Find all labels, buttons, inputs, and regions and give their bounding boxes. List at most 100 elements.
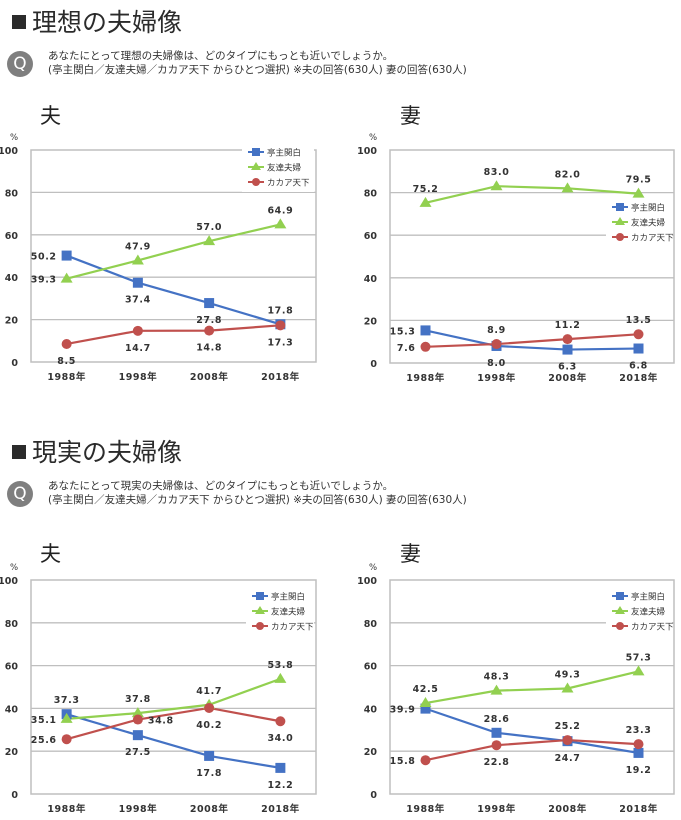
q-badge-icon: Q bbox=[7, 481, 33, 507]
data-label: 82.0 bbox=[555, 169, 581, 180]
x-tick-label: 2018年 bbox=[619, 372, 657, 384]
y-tick-label: 100 bbox=[357, 146, 377, 157]
y-tick-label: 80 bbox=[364, 189, 378, 200]
data-label: 15.8 bbox=[390, 756, 416, 767]
plot-area bbox=[389, 149, 675, 364]
data-point-亭主関白 bbox=[420, 325, 431, 336]
legend-square-icon bbox=[252, 148, 260, 156]
question-line-1: あなたにとって理想の夫婦像は、どのタイプにもっとも近いでしょうか。 bbox=[48, 50, 394, 62]
y-axis-unit-label: % bbox=[10, 133, 18, 143]
legend-label: 友達夫婦 bbox=[631, 218, 666, 229]
data-label: 35.1 bbox=[31, 715, 57, 726]
legend-square-icon bbox=[616, 203, 624, 211]
data-point-友達夫婦 bbox=[490, 684, 503, 695]
data-point-カカア天下 bbox=[132, 325, 143, 336]
question-line-1: あなたにとって現実の夫婦像は、どのタイプにもっとも近いでしょうか。 bbox=[48, 480, 394, 492]
y-tick-label: 20 bbox=[5, 316, 19, 327]
x-tick-label: 2008年 bbox=[190, 371, 228, 383]
data-point-亭主関白 bbox=[562, 344, 573, 355]
y-tick-label: 20 bbox=[5, 747, 19, 758]
data-point-友達夫婦 bbox=[561, 682, 574, 693]
line-chart: 0 20 40 60 80 100% 1988年 1998年 2008年 2018年 39.9 28.… bbox=[357, 563, 675, 815]
section-reality: 現実の夫婦像 Q あなたにとって現実の夫婦像は、どのタイプにもっとも近いでしょう… bbox=[0, 430, 681, 820]
data-label: 28.6 bbox=[484, 714, 510, 725]
data-label: 37.8 bbox=[125, 694, 151, 705]
x-tick-label: 1998年 bbox=[477, 803, 515, 815]
y-tick-label: 0 bbox=[11, 790, 18, 801]
data-label: 41.7 bbox=[196, 686, 222, 697]
legend-triangle-icon bbox=[251, 162, 261, 170]
y-tick-label: 60 bbox=[364, 231, 378, 242]
series-line-カカア天下 bbox=[66, 706, 281, 741]
data-point-カカア天下 bbox=[562, 334, 573, 345]
y-tick-label: 100 bbox=[357, 576, 377, 587]
chart-title: 夫 bbox=[40, 542, 61, 566]
chart-ideal-wife: 妻 0 20 40 60 80 100% 1988年 1998年 2008年 2018年 15.3 8… bbox=[340, 100, 680, 390]
data-label: 14.7 bbox=[125, 343, 151, 354]
data-label: 39.3 bbox=[31, 275, 57, 286]
data-label: 12.2 bbox=[267, 780, 293, 791]
y-tick-label: 60 bbox=[5, 231, 19, 242]
y-tick-label: 60 bbox=[5, 662, 19, 673]
question-text: あなたにとって現実の夫婦像は、どのタイプにもっとも近いでしょうか。 (亭主関白／… bbox=[48, 479, 467, 507]
data-label: 24.7 bbox=[555, 753, 581, 764]
data-label: 11.2 bbox=[555, 320, 581, 331]
y-tick-label: 20 bbox=[364, 747, 378, 758]
data-label: 17.8 bbox=[267, 305, 293, 316]
data-point-友達夫婦 bbox=[490, 180, 503, 191]
data-label: 48.3 bbox=[484, 672, 510, 683]
data-label: 49.3 bbox=[555, 669, 581, 680]
x-tick-label: 1988年 bbox=[47, 803, 85, 815]
legend-label: 友達夫婦 bbox=[271, 607, 306, 618]
data-point-亭主関白 bbox=[275, 762, 286, 773]
y-tick-label: 0 bbox=[11, 358, 18, 369]
q-badge-icon: Q bbox=[7, 51, 33, 77]
x-tick-label: 2008年 bbox=[190, 803, 228, 815]
data-label: 23.3 bbox=[626, 725, 652, 736]
data-point-亭主関白 bbox=[633, 747, 644, 758]
x-tick-label: 2018年 bbox=[261, 371, 299, 383]
data-label: 17.3 bbox=[267, 337, 293, 348]
line-chart: 0 20 40 60 80 100% 1988年 1998年 2008年 2018年 15.3 8.0… bbox=[357, 133, 675, 384]
section-title: 現実の夫婦像 bbox=[12, 433, 182, 469]
x-tick-label: 1998年 bbox=[119, 371, 157, 383]
data-point-亭主関白 bbox=[420, 703, 431, 714]
data-point-カカア天下 bbox=[275, 320, 286, 331]
series-line-友達夫婦 bbox=[425, 185, 639, 204]
y-tick-label: 80 bbox=[5, 619, 19, 630]
legend-triangle-icon bbox=[255, 606, 265, 614]
legend-label: カカア天下 bbox=[271, 623, 314, 633]
data-label: 14.8 bbox=[196, 343, 222, 354]
data-label: 7.6 bbox=[397, 343, 416, 354]
data-label: 17.8 bbox=[196, 768, 222, 779]
data-point-友達夫婦 bbox=[561, 182, 574, 193]
x-tick-label: 2008年 bbox=[548, 372, 586, 384]
question-text: あなたにとって理想の夫婦像は、どのタイプにもっとも近いでしょうか。 (亭主関白／… bbox=[48, 49, 467, 77]
data-label: 79.5 bbox=[626, 175, 652, 186]
data-point-カカア天下 bbox=[491, 740, 502, 751]
section-title-text: 現実の夫婦像 bbox=[32, 438, 183, 467]
y-tick-label: 40 bbox=[5, 704, 19, 715]
data-point-友達夫婦 bbox=[60, 272, 73, 283]
question-line-2: (亭主関白／友達夫婦／カカア天下 からひとつ選択) ※夫の回答(630人) 妻の… bbox=[48, 494, 467, 506]
data-point-亭主関白 bbox=[61, 250, 72, 261]
y-tick-label: 80 bbox=[5, 188, 19, 199]
data-point-カカア天下 bbox=[420, 341, 431, 352]
data-label: 6.8 bbox=[629, 361, 648, 372]
series-line-カカア天下 bbox=[425, 333, 639, 348]
y-tick-label: 100 bbox=[0, 576, 18, 587]
legend-square-icon bbox=[256, 592, 264, 600]
data-label: 75.2 bbox=[413, 184, 439, 195]
data-label: 8.5 bbox=[57, 356, 76, 367]
data-point-カカア天下 bbox=[491, 339, 502, 350]
data-label: 57.3 bbox=[626, 652, 652, 663]
data-point-カカア天下 bbox=[204, 325, 215, 336]
data-label: 42.5 bbox=[413, 684, 439, 695]
data-point-カカア天下 bbox=[420, 755, 431, 766]
data-label: 37.4 bbox=[125, 295, 151, 306]
data-point-友達夫婦 bbox=[274, 218, 287, 229]
data-point-カカア天下 bbox=[633, 739, 644, 750]
legend-circle-icon bbox=[256, 622, 264, 630]
chart-title: 妻 bbox=[400, 104, 421, 128]
legend-label: 亭主関白 bbox=[631, 203, 665, 214]
